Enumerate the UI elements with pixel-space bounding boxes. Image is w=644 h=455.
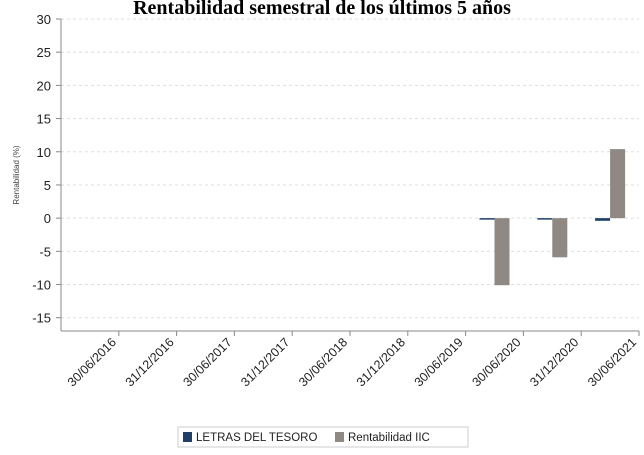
legend-box (177, 426, 469, 448)
y-tick-labels: 30 25 20 15 10 5 0 -5 -10 -15 (32, 12, 51, 326)
x-tick-label: 30/06/2017 (180, 335, 234, 389)
bar-letras-del-tesoro (595, 218, 611, 221)
x-tick-label: 30/06/2016 (65, 335, 119, 389)
x-tick-label: 30/06/2019 (412, 335, 466, 389)
legend-label-letras: LETRAS DEL TESORO (196, 432, 317, 444)
bar-rentabilidad-iic (610, 149, 626, 219)
y-tick-label: 5 (44, 178, 51, 193)
bar-rentabilidad-iic (494, 218, 510, 286)
legend-label-rentabilidad: Rentabilidad IIC (348, 432, 430, 444)
y-tick-label: -15 (32, 311, 51, 326)
y-tick-label: 30 (37, 12, 51, 27)
bar-rentabilidad-iic (552, 218, 568, 258)
x-tick-label: 30/06/2018 (296, 335, 350, 389)
y-tick-label: 0 (44, 211, 51, 226)
legend: LETRAS DEL TESORO Rentabilidad IIC (177, 426, 469, 448)
bar-letras-del-tesoro (537, 218, 553, 220)
y-tick-label: -10 (32, 278, 51, 293)
y-tick-label: 25 (37, 45, 51, 60)
y-axis-label: Rentabilidad (%) (12, 145, 21, 204)
x-tick-labels: 30/06/2016 31/12/2016 30/06/2017 31/12/2017… (65, 335, 639, 389)
y-tick-label: -5 (39, 244, 51, 259)
chart-title: Rentabilidad semestral de los últimos 5 … (133, 0, 511, 19)
legend-swatch-letras (183, 432, 192, 442)
legend-swatch-rentabilidad (335, 432, 344, 442)
x-tick-label: 30/06/2021 (585, 335, 639, 389)
y-tick-label: 20 (37, 78, 51, 93)
y-tick-label: 10 (37, 145, 51, 160)
x-tick-label: 30/06/2020 (469, 335, 523, 389)
axes (56, 18, 640, 336)
x-tick-label: 31/12/2018 (354, 335, 408, 389)
bar-letras-del-tesoro (479, 218, 495, 220)
x-tick-label: 31/12/2016 (123, 335, 177, 389)
x-tick-label: 31/12/2020 (527, 335, 581, 389)
y-tick-label: 15 (37, 112, 51, 127)
grid-lines (61, 18, 639, 319)
x-tick-label: 31/12/2017 (238, 335, 292, 389)
bars (479, 149, 626, 286)
